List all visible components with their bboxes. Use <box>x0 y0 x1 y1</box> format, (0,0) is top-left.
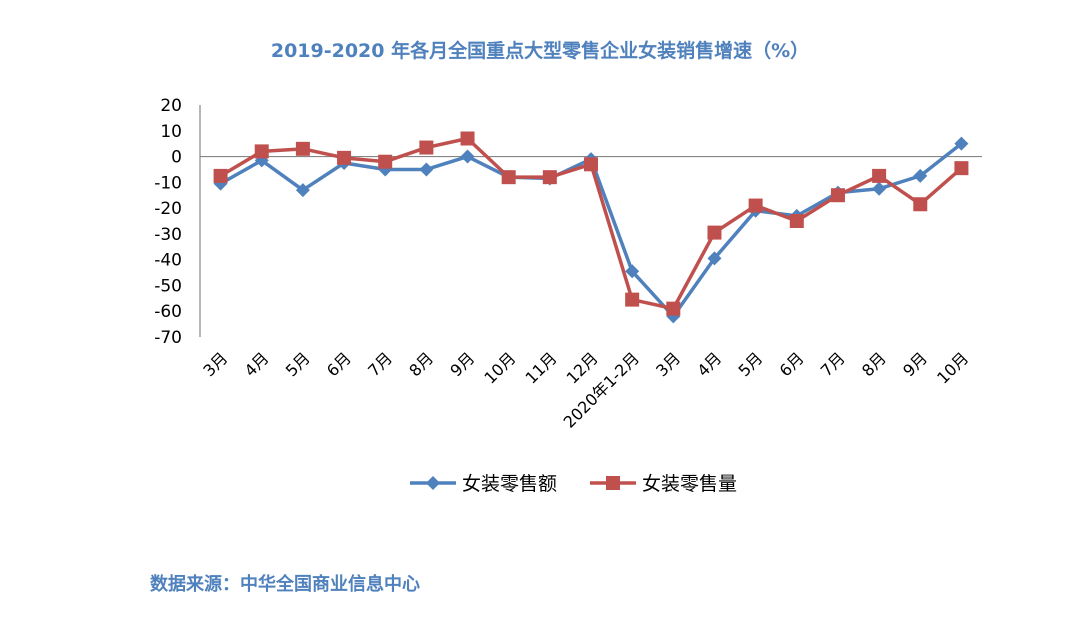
data-point <box>666 301 681 316</box>
x-tick-label: 9月 <box>899 348 931 380</box>
data-point <box>913 168 928 183</box>
y-tick-label: -40 <box>154 251 182 271</box>
data-point <box>460 149 475 164</box>
x-tick-label: 4月 <box>241 348 273 380</box>
y-tick-label: -70 <box>154 328 182 348</box>
legend-item-1: 女装零售额 <box>410 473 557 495</box>
data-point <box>419 162 434 177</box>
data-point <box>748 198 763 213</box>
data-point <box>460 131 475 146</box>
x-tick-label: 5月 <box>735 348 767 380</box>
x-tick-label: 3月 <box>652 348 684 380</box>
data-point <box>542 170 557 185</box>
y-tick-label: 0 <box>171 148 182 168</box>
data-point <box>625 292 640 307</box>
x-tick-label: 7月 <box>364 348 396 380</box>
legend-label: 女装零售量 <box>642 473 737 495</box>
y-tick-label: -30 <box>154 225 182 245</box>
x-tick-label: 6月 <box>776 348 808 380</box>
data-point <box>789 214 804 228</box>
data-point <box>872 181 887 196</box>
y-tick-label: -50 <box>154 276 182 296</box>
x-tick-label: 2020年1-2月 <box>560 348 643 431</box>
data-point <box>954 136 969 151</box>
y-tick-label: -20 <box>154 199 182 219</box>
legend: 女装零售额 女装零售量 <box>410 473 737 495</box>
data-point <box>295 141 310 156</box>
data-point <box>872 168 887 183</box>
data-point <box>337 150 352 165</box>
data-point <box>501 170 516 185</box>
x-tick-label: 8月 <box>858 348 890 380</box>
data-point <box>707 251 722 266</box>
legend-label: 女装零售额 <box>462 473 557 495</box>
x-tick-label: 9月 <box>446 348 478 380</box>
data-point <box>295 183 310 198</box>
x-tick-label: 7月 <box>817 348 849 380</box>
x-tick-label: 8月 <box>405 348 437 380</box>
data-point <box>707 225 722 240</box>
y-axis-ticks: 20 10 0 -10 -20 -30 -40 -50 -60 -70 <box>154 96 182 348</box>
data-point <box>213 168 228 183</box>
y-tick-label: 10 <box>160 122 182 142</box>
y-tick-label: -60 <box>154 302 182 322</box>
data-point <box>254 144 269 159</box>
x-tick-label: 4月 <box>693 348 725 380</box>
series-group <box>213 131 969 324</box>
x-tick-label: 3月 <box>199 348 231 380</box>
x-tick-label: 10月 <box>480 348 519 387</box>
series-2 <box>213 131 969 316</box>
data-point <box>913 197 928 212</box>
data-point <box>419 140 434 155</box>
x-tick-label: 6月 <box>323 348 355 380</box>
chart-title: 2019-2020 年各月全国重点大型零售企业女装销售增速（%） <box>270 40 810 62</box>
x-tick-label: 10月 <box>933 348 972 387</box>
y-tick-label: 20 <box>160 96 182 116</box>
data-point <box>830 188 845 203</box>
x-tick-label: 11月 <box>522 348 561 387</box>
data-point <box>378 154 393 169</box>
chart-axes <box>199 105 982 337</box>
y-tick-label: -10 <box>154 173 182 193</box>
data-point <box>954 161 969 176</box>
legend-marker <box>606 476 620 490</box>
legend-marker <box>426 476 440 490</box>
data-point <box>625 264 640 279</box>
legend-item-2: 女装零售量 <box>590 473 737 495</box>
data-point <box>584 157 598 172</box>
source-note: 数据来源：中华全国商业信息中心 <box>150 574 420 595</box>
x-tick-label: 5月 <box>282 348 314 380</box>
